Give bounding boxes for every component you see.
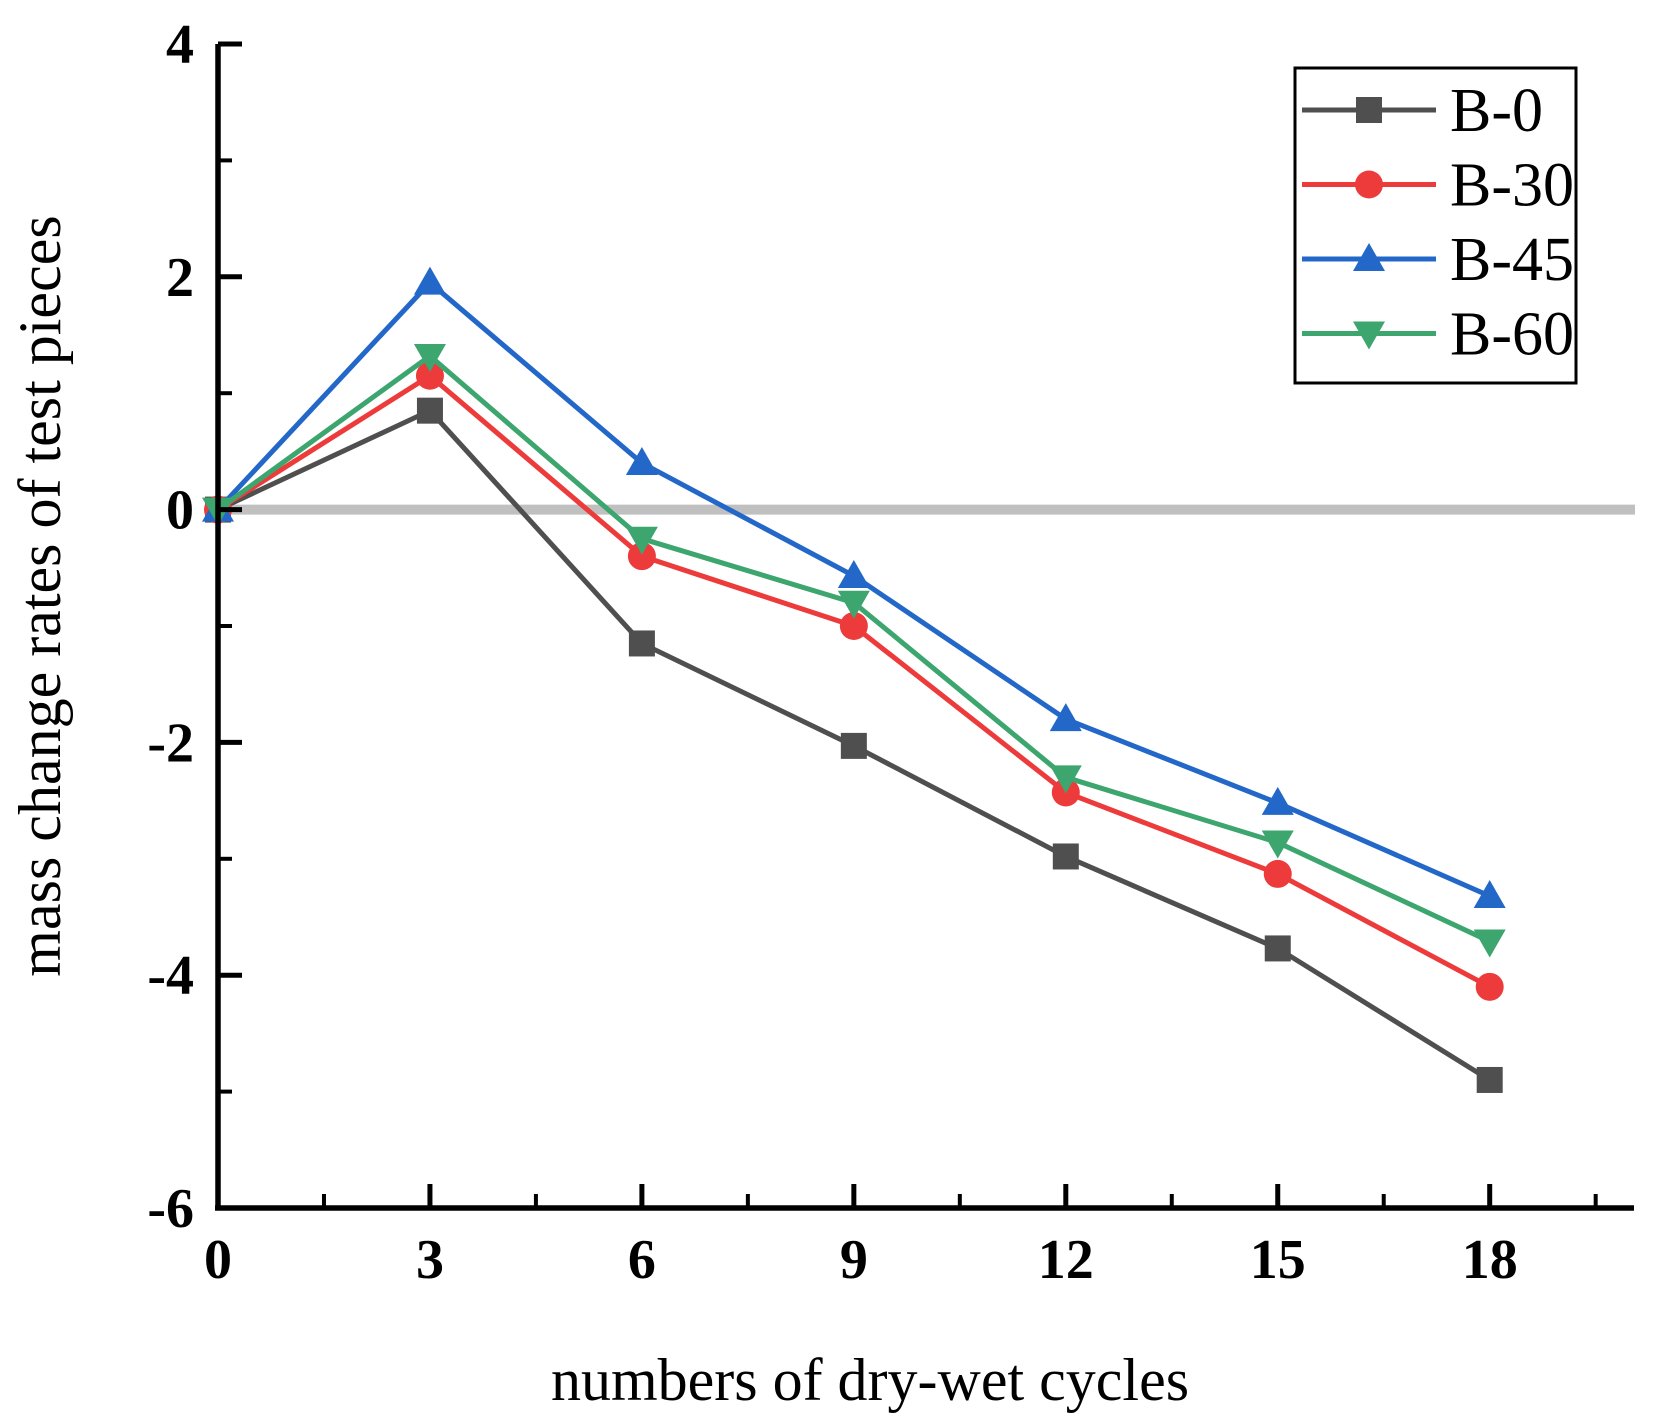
y-tick-label: -6	[147, 1178, 194, 1240]
x-tick-label: 15	[1250, 1229, 1306, 1291]
data-point-B-0	[416, 397, 443, 424]
legend-label-B-0: B-0	[1450, 77, 1543, 145]
y-tick-label: -2	[147, 712, 194, 774]
data-point-B-0	[1476, 1066, 1503, 1093]
data-point-B-60	[1049, 765, 1082, 794]
data-point-B-45	[1473, 880, 1506, 909]
legend-label-B-60: B-60	[1450, 301, 1574, 369]
series-layer	[202, 266, 1506, 1093]
data-point-B-30	[839, 612, 868, 640]
data-point-B-60	[1261, 830, 1294, 859]
legend-marker-B-0	[1356, 97, 1382, 123]
data-point-B-45	[413, 266, 446, 295]
data-point-B-0	[1052, 843, 1079, 870]
x-tick-label: 9	[840, 1229, 868, 1291]
y-tick-label: 2	[166, 247, 194, 309]
y-tick-label: 4	[166, 14, 194, 76]
legend-marker-B-45	[1353, 243, 1385, 271]
data-point-B-60	[1473, 929, 1506, 958]
x-tick-label: 12	[1038, 1229, 1094, 1291]
y-tick-label: 0	[166, 480, 194, 542]
data-point-B-60	[837, 590, 870, 619]
axes-layer: 0 3 6 9 12 15 18 4 2 0 -2 -4 -6	[147, 14, 1634, 1291]
data-point-B-0	[1264, 935, 1291, 962]
data-point-B-0	[840, 732, 867, 759]
data-point-B-30	[415, 361, 444, 390]
x-tick-label: 18	[1462, 1229, 1518, 1291]
legend-label-B-45: B-45	[1450, 226, 1574, 294]
x-tick-label: 3	[416, 1229, 444, 1291]
x-axis-title: numbers of dry-wet cycles	[551, 1347, 1189, 1413]
data-point-B-30	[1475, 972, 1504, 1001]
data-point-B-30	[627, 542, 656, 571]
data-point-B-45	[1049, 703, 1082, 732]
y-tick-label: -4	[147, 945, 194, 1007]
data-point-B-30	[1263, 859, 1292, 888]
legend-label-B-30: B-30	[1450, 152, 1574, 220]
data-point-B-45	[837, 559, 870, 588]
data-point-B-60	[625, 526, 658, 555]
series-line-B-60	[216, 352, 1491, 944]
series-line-B-30	[216, 372, 1491, 990]
legend-box	[1293, 66, 1578, 385]
data-point-B-45	[625, 447, 658, 476]
data-point-B-45	[1261, 786, 1294, 815]
legend: B-0 B-30B-45 B-60	[1293, 66, 1578, 385]
x-tick-label: 6	[628, 1229, 656, 1291]
legend-marker-B-30	[1355, 170, 1383, 199]
data-point-B-60	[413, 343, 446, 372]
x-tick-label: 0	[204, 1229, 232, 1291]
y-axis-title: mass change rates of test pieces	[7, 215, 73, 976]
legend-marker-B-60	[1353, 321, 1385, 350]
data-point-B-0	[628, 630, 655, 657]
